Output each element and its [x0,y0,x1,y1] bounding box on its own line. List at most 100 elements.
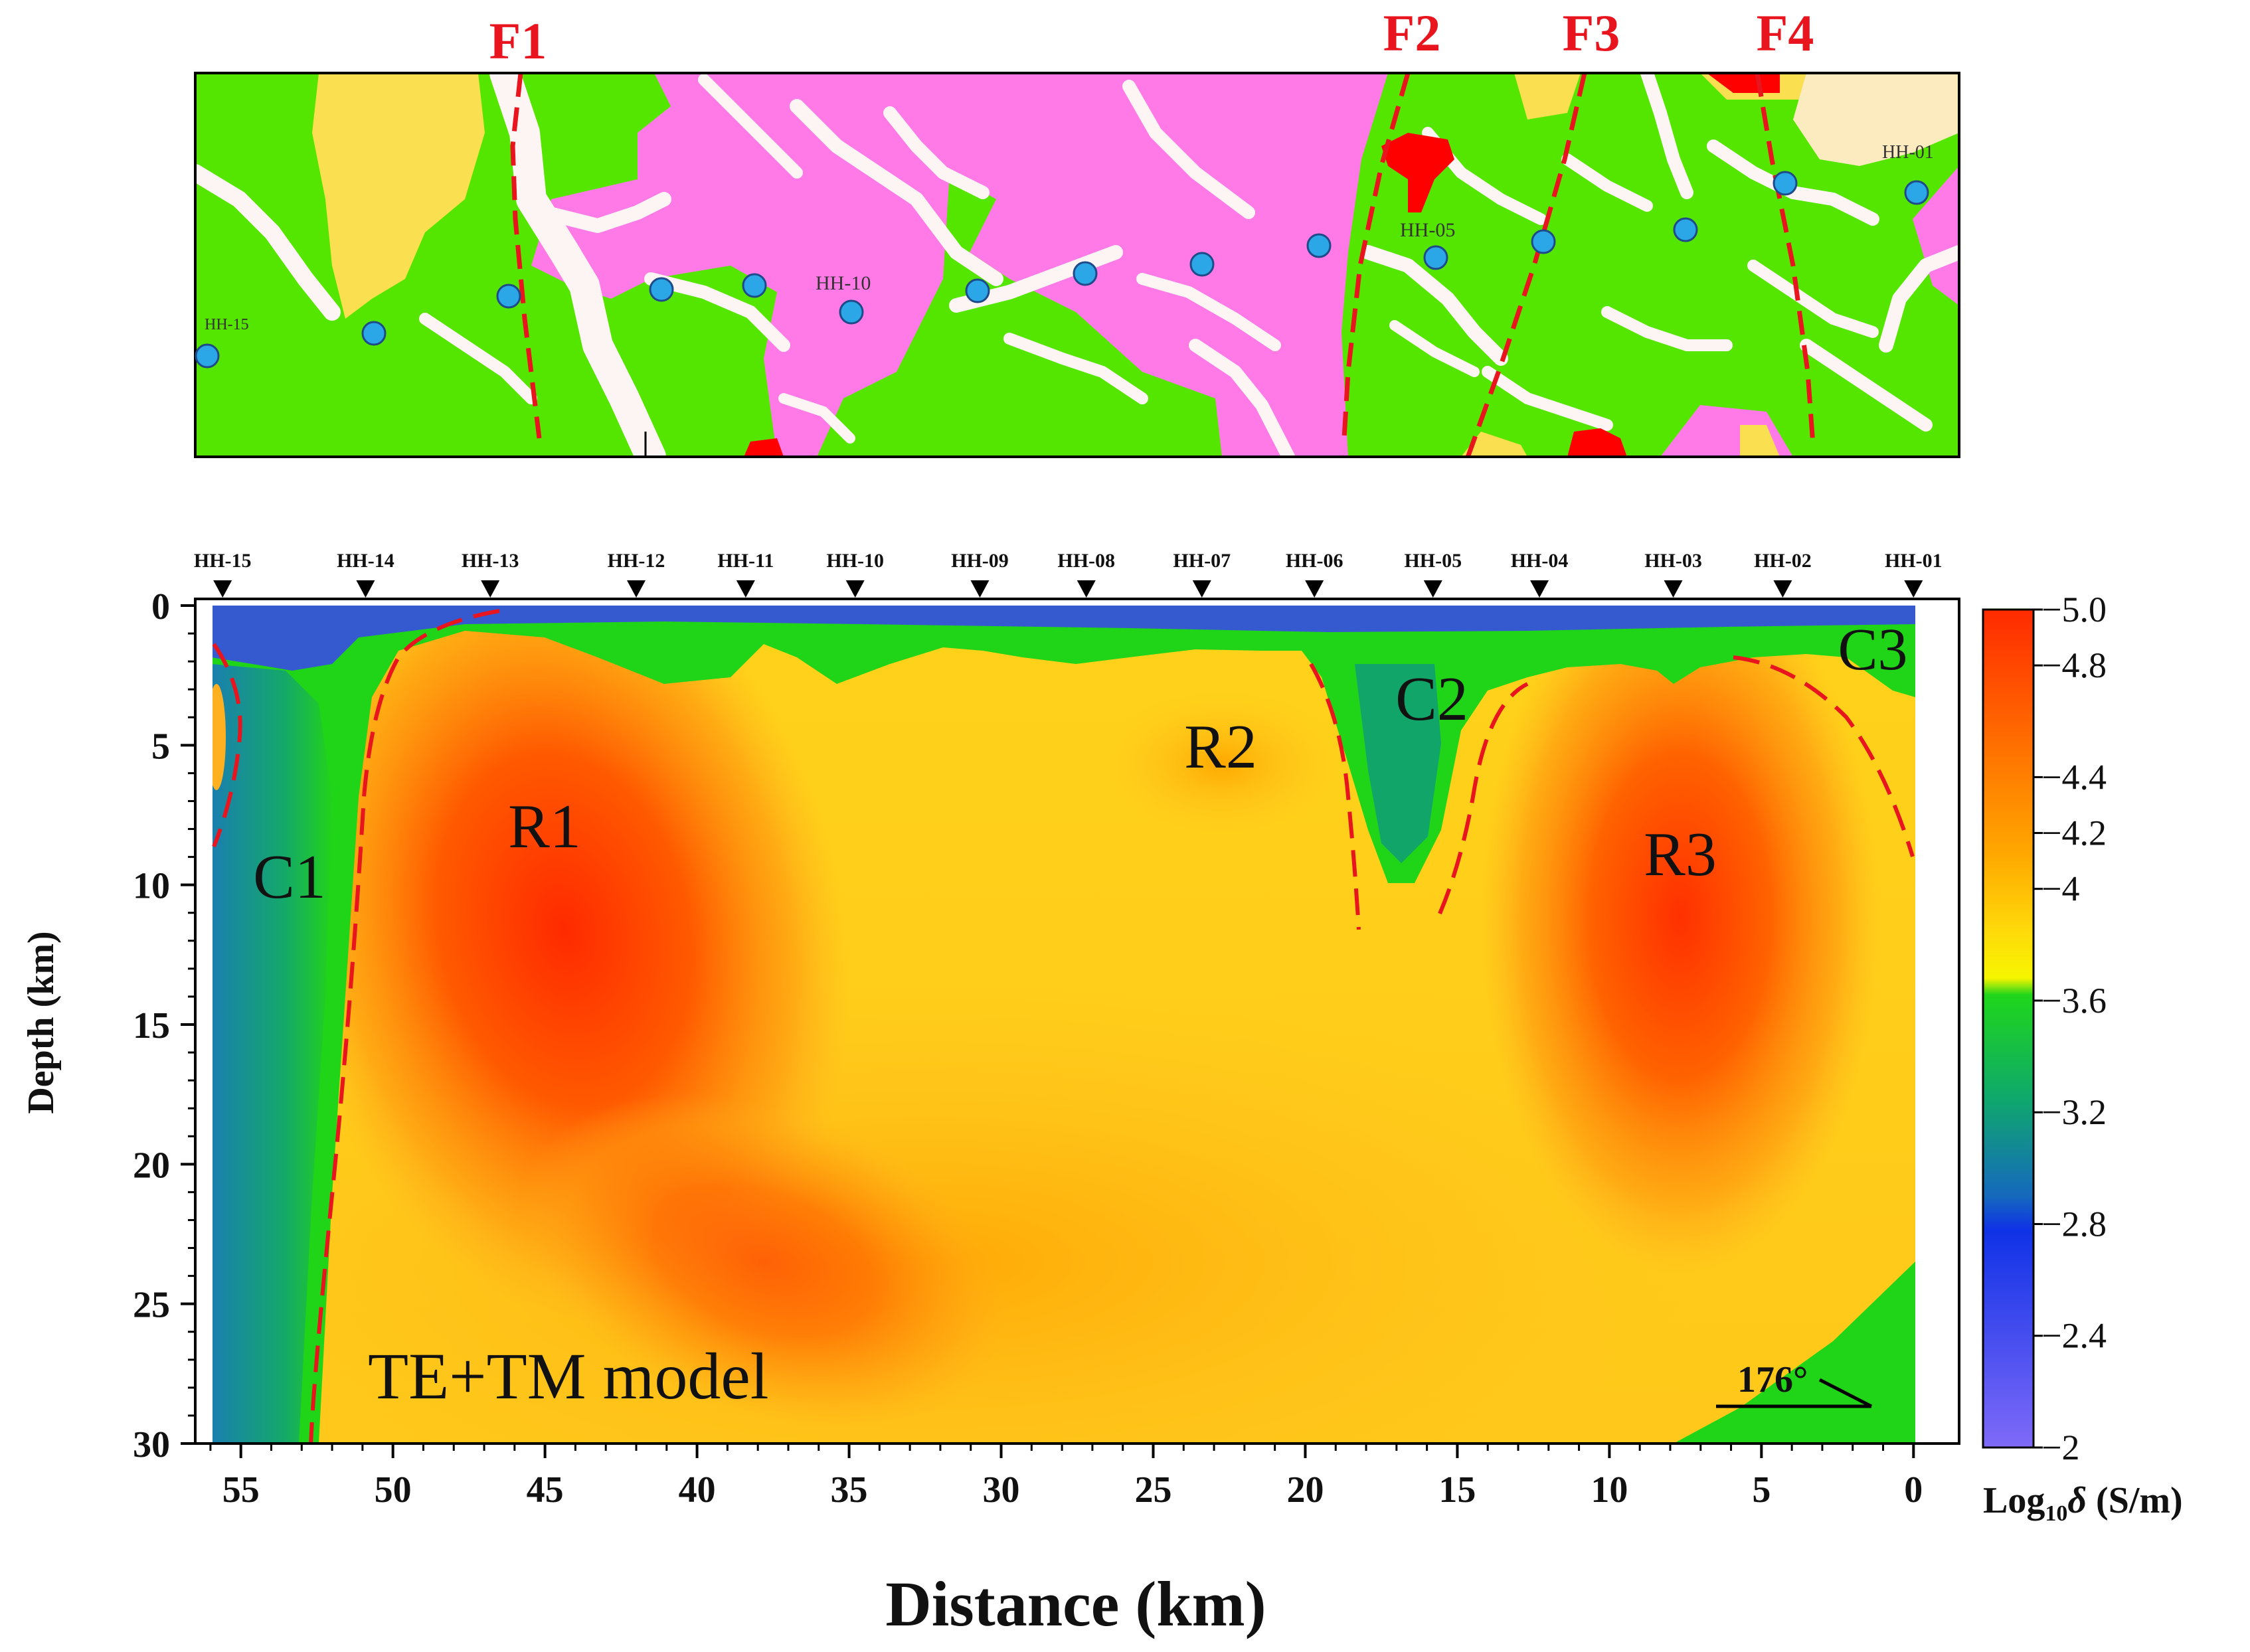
station-label: HH-08 [1057,550,1115,572]
station-marker [1423,580,1442,598]
station-marker [1305,580,1324,598]
x-tick-label: 0 [1904,1469,1923,1511]
map-station-dot [965,278,990,303]
x-tick-label: 10 [1591,1469,1628,1511]
station-label: HH-03 [1644,550,1702,572]
map-station-label: HH-05 [1400,219,1455,241]
colorbar-tick-label: −4.2 [2041,813,2107,853]
station-marker [1773,580,1792,598]
station-marker [1664,580,1683,598]
colorbar-tick-label: −2.8 [2041,1204,2107,1244]
station-marker [1192,580,1211,598]
colorbar-tick-label: −2 [2041,1428,2079,1467]
colorbar: −5.0 −4.8 −4.4 −4.2 −4 −3.6 −3.2 −2.8 −2.4 −2 Log… [1982,590,2183,1526]
y-tick-label: 0 [151,586,170,627]
station-marker [213,580,232,598]
map-station-dot [496,284,521,309]
map-station-dot [1306,233,1332,258]
x-tick-label: 30 [983,1469,1020,1511]
map-faults [510,73,1816,457]
map-station-dot [1904,180,1929,205]
colorbar-title: Log10δ (S/m) [1983,1480,2183,1526]
map-unit-pink-east [1913,166,1959,305]
colorbar-title-symbol: δ [2067,1480,2087,1521]
map-unit-yellow-south [1461,432,1527,457]
label-r1: R1 [508,792,581,861]
label-c1: C1 [253,843,326,912]
colorbar-tick-label: −4.4 [2041,757,2107,797]
map-unit-pink [531,73,1388,457]
station-label: HH-06 [1286,550,1343,572]
station-marker [1904,580,1923,598]
map-station-label: HH-01 [1882,142,1934,163]
map-stations [195,171,1929,369]
station-label: HH-02 [1754,550,1812,572]
station-label: HH-11 [717,550,774,572]
strike-indicator: 176° [1716,1359,1873,1408]
map-station-dot [1189,252,1215,277]
fault-label-f1: F1 [489,12,547,70]
y-axis-title: Depth (km) [21,931,62,1114]
colorbar-tick-label: −2.4 [2041,1316,2107,1356]
near-surface-blue-layer [211,606,1915,671]
label-r2: R2 [1184,712,1257,782]
station-label: HH-15 [194,550,252,572]
y-tick-label: 20 [133,1145,170,1186]
map-frame [194,72,1960,458]
map-station-dot [1531,229,1556,254]
map-station-dot [1773,171,1798,196]
map-rivers [195,73,1959,457]
station-marker [736,580,755,598]
station-label: HH-04 [1511,550,1569,572]
anomaly-c1-body [211,664,332,1444]
map-station-dot [742,273,767,298]
station-label: HH-01 [1885,550,1943,572]
station-label: HH-14 [337,550,394,572]
label-c2: C2 [1395,665,1468,734]
y-tick-label: 25 [133,1285,170,1326]
colorbar-title-subscript: 10 [2045,1501,2067,1526]
left-lens [211,684,226,790]
anomaly-r1-tail [521,1094,1007,1430]
strike-arrow-line [1818,1378,1873,1408]
left-edge-strip [211,606,213,1444]
map-unit-cream [1793,73,1959,166]
anomaly-c2-body [1355,664,1441,863]
station-marker [1077,580,1096,598]
station-marker [481,580,500,598]
colorbar-tick-label: −5.0 [2041,590,2107,629]
geologic-map: HH-15 HH-10 HH-05 HH-01 F1 F2 F3 F4 [194,4,1960,458]
station-label: HH-07 [1173,550,1231,572]
map-station-dot [649,277,674,302]
map-station-dot [1673,217,1698,242]
fault-label-f3: F3 [1563,4,1620,62]
map-unit-yellow-northeast [1514,73,1581,120]
section-stations: HH-15 HH-14 HH-13 HH-12 HH-11 HH-10 HH-09 HH-08… [194,550,1943,598]
right-edge-strip [1915,606,1955,1444]
colorbar-tick-label: −4.8 [2041,645,2107,685]
x-tick-label: 55 [222,1469,260,1511]
colorbar-title-prefix: Log [1983,1480,2045,1521]
x-tick-label: 40 [679,1469,716,1511]
map-station-dot [361,321,387,346]
x-tick-label: 50 [375,1469,412,1511]
colorbar-title-suffix: (S/m) [2087,1480,2183,1521]
x-axis-title: Distance (km) [885,1568,1266,1639]
map-station-dot [1073,261,1098,286]
anomaly-r3-body [1481,606,1879,1275]
station-label: HH-09 [951,550,1009,572]
map-station-label: HH-10 [816,272,871,294]
map-station-dot [195,343,220,369]
colorbar-scale [1982,608,2035,1449]
label-c3: C3 [1838,617,1907,683]
x-tick-label: 5 [1752,1469,1771,1511]
station-label: HH-13 [462,550,519,572]
station-marker [356,580,375,598]
section-frame [194,598,1960,1445]
station-marker [627,580,646,598]
x-tick-label: 15 [1438,1469,1476,1511]
x-tick-label: 45 [527,1469,564,1511]
model-label: TE+TM model [368,1339,769,1413]
label-r3: R3 [1644,820,1717,889]
x-tick-label: 35 [831,1469,868,1511]
